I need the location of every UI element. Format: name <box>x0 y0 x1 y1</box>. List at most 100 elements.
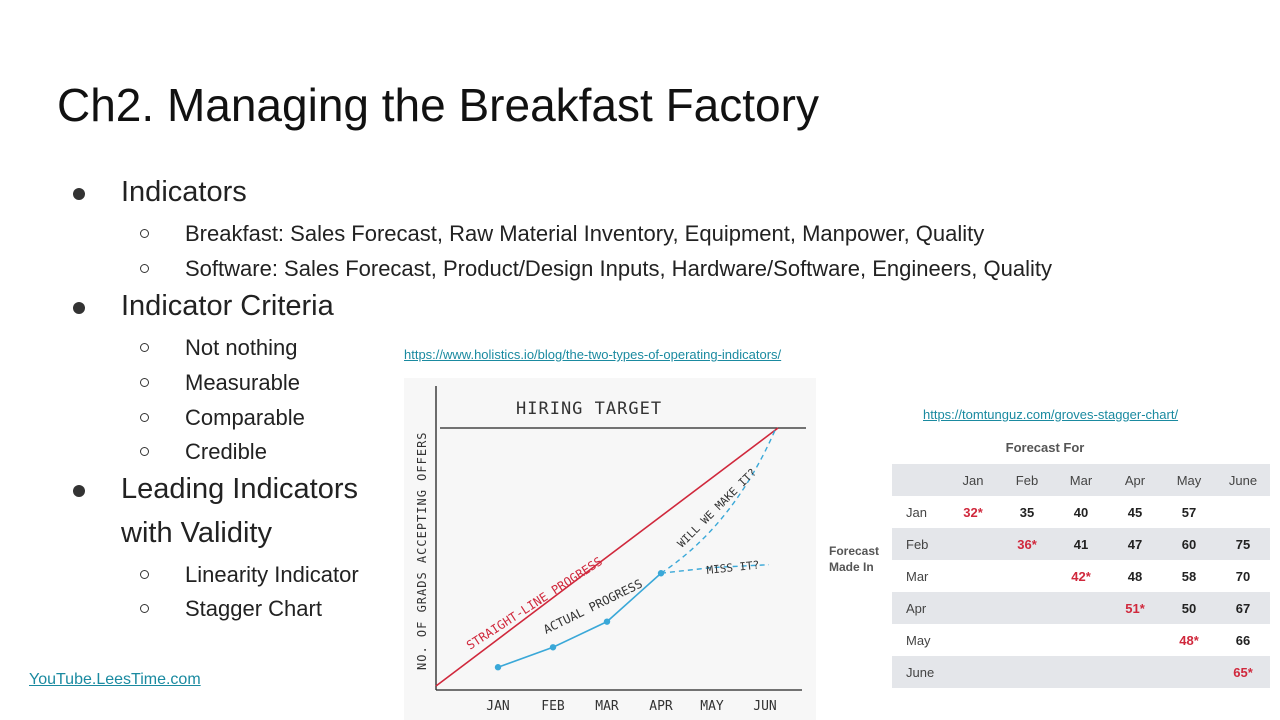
table-cell: 75 <box>1216 528 1270 560</box>
table-cell: 70 <box>1235 568 1251 584</box>
stagger-chart: Forecast For Forecast Made In Jan Feb Mar Ap… <box>829 430 1270 690</box>
table-cell: 36* <box>1000 528 1054 560</box>
hiring-chart-svg: HIRING TARGET NO. OF GRADS ACCEPTING OFF… <box>415 386 806 714</box>
table-cell: 58 <box>1181 568 1197 584</box>
table-cell <box>946 560 1000 592</box>
row-label: Apr <box>892 592 946 624</box>
column-header: June <box>1216 464 1270 496</box>
actual-progress-point <box>549 644 557 651</box>
bullet-indicators: Indicators <box>121 176 247 208</box>
column-header: Jan <box>946 464 1000 496</box>
table-cell: 40 <box>1073 504 1089 520</box>
sub-bullet-software: Software: Sales Forecast, Product/Design… <box>185 256 1052 281</box>
table-row: Mar 42* 48 58 70 <box>892 560 1270 592</box>
holistics-link[interactable]: https://www.holistics.io/blog/the-two-ty… <box>404 347 782 362</box>
row-label: Jan <box>906 504 927 520</box>
x-tick-label: MAR <box>595 699 619 714</box>
bullet-dot <box>73 188 85 200</box>
sub-bullet-breakfast: Breakfast: Sales Forecast, Raw Material … <box>185 221 985 246</box>
table-cell: 57 <box>1181 504 1197 520</box>
table-cell: 60 <box>1162 528 1216 560</box>
actual-progress-point <box>603 618 611 625</box>
sub-bullet-comparable: Comparable <box>185 405 305 430</box>
bullet-leading-indicators-line2: with Validity <box>121 517 272 549</box>
will-we-make-it-label: WILL WE MAKE IT? <box>675 466 759 550</box>
table-cell <box>1108 656 1162 688</box>
x-tick-label: FEB <box>541 699 565 714</box>
table-cell <box>1054 656 1108 688</box>
sub-bullet-credible: Credible <box>185 439 267 464</box>
straight-line-series <box>435 427 779 687</box>
column-header: Feb <box>1000 464 1054 496</box>
bullet-leading-indicators: Leading Indicators <box>121 473 358 505</box>
table-cell: 48 <box>1127 568 1143 584</box>
table-row: Jan 32* 35 40 45 57 <box>892 496 1270 528</box>
column-header: Apr <box>1108 464 1162 496</box>
sub-bullet-measurable: Measurable <box>185 370 300 395</box>
table-row: Apr 51* 50 67 <box>892 592 1270 624</box>
sub-bullet-stagger-chart: Stagger Chart <box>185 596 322 621</box>
table-cell: 47 <box>1108 528 1162 560</box>
row-label: June <box>892 656 946 688</box>
table-cell: 65* <box>1216 656 1270 688</box>
table-cell <box>946 624 1000 656</box>
sub-bullet-ring <box>140 604 149 613</box>
chart-title: HIRING TARGET <box>516 399 662 419</box>
x-tick-label: MAY <box>700 699 724 714</box>
table-cell <box>1108 624 1162 656</box>
table-cell <box>946 528 1000 560</box>
table-cell <box>1216 496 1270 528</box>
table-row: June 65* <box>892 656 1270 688</box>
table-cell <box>1000 592 1054 624</box>
bullet-dot <box>73 302 85 314</box>
tomtunguz-link[interactable]: https://tomtunguz.com/groves-stagger-cha… <box>923 407 1179 422</box>
sub-bullet-ring <box>140 378 149 387</box>
sub-bullet-ring <box>140 447 149 456</box>
row-label: Mar <box>906 568 929 584</box>
table-cell: 51* <box>1108 592 1162 624</box>
table-cell: 66 <box>1235 632 1251 648</box>
row-label: May <box>906 632 931 648</box>
hiring-target-chart: HIRING TARGET NO. OF GRADS ACCEPTING OFF… <box>404 378 816 720</box>
table-row: Feb 36* 41 47 60 75 <box>892 528 1270 560</box>
row-label: Feb <box>892 528 946 560</box>
table-row: May 48* 66 <box>892 624 1270 656</box>
x-tick-label: JAN <box>486 699 509 714</box>
header-row: Jan Feb Mar Apr May June <box>892 464 1270 496</box>
x-tick-label: APR <box>649 699 673 714</box>
table-cell: 42* <box>1071 568 1091 584</box>
table-cell <box>1000 656 1054 688</box>
table-cell <box>1162 656 1216 688</box>
table-cell: 45 <box>1127 504 1143 520</box>
sub-bullet-linearity: Linearity Indicator <box>185 562 359 587</box>
sub-bullet-ring <box>140 570 149 579</box>
y-axis-label: NO. OF GRADS ACCEPTING OFFERS <box>415 431 429 670</box>
table-cell: 67 <box>1216 592 1270 624</box>
table-cell <box>1054 624 1108 656</box>
actual-progress-series <box>497 572 662 668</box>
actual-progress-point <box>494 664 502 671</box>
column-header: May <box>1162 464 1216 496</box>
forecast-made-in-label: Forecast Made In <box>829 544 880 574</box>
will-we-make-it-series <box>660 427 777 574</box>
x-tick-label: JUN <box>753 699 776 714</box>
sub-bullet-ring <box>140 413 149 422</box>
table-cell <box>1000 624 1054 656</box>
table-cell: 32* <box>963 504 983 520</box>
table-cell <box>946 592 1000 624</box>
sub-bullet-not-nothing: Not nothing <box>185 335 298 360</box>
slide-title: Ch2. Managing the Breakfast Factory <box>57 79 819 131</box>
table-cell <box>1054 592 1108 624</box>
table-cell <box>1000 560 1054 592</box>
youtube-footer-link[interactable]: YouTube.LeesTime.com <box>29 671 201 688</box>
table-cell: 41 <box>1054 528 1108 560</box>
sub-bullet-ring <box>140 229 149 238</box>
table-cell <box>946 656 1000 688</box>
sub-bullet-ring <box>140 343 149 352</box>
table-cell: 50 <box>1162 592 1216 624</box>
miss-it-label: MISS IT? <box>706 559 760 577</box>
corner-cell <box>892 464 946 496</box>
bullet-indicator-criteria: Indicator Criteria <box>121 290 334 322</box>
table-cell: 48* <box>1179 632 1199 648</box>
bullet-dot <box>73 485 85 497</box>
